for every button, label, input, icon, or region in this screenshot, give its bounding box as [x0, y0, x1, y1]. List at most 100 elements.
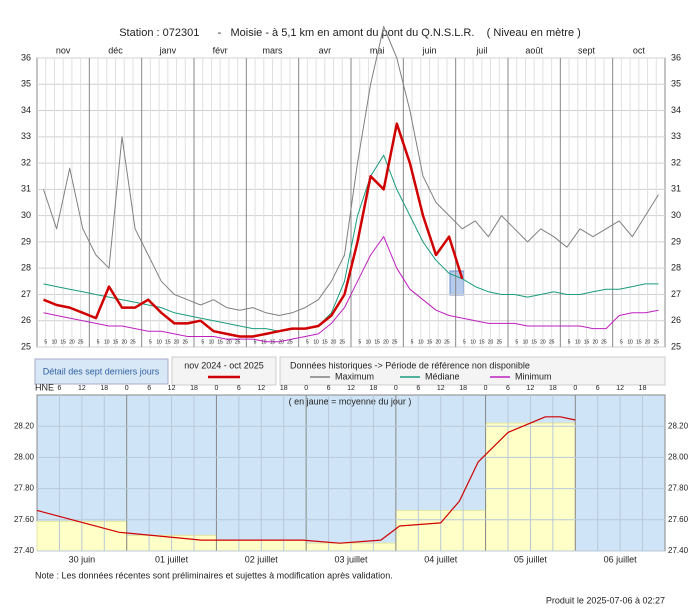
day-tick-label: 15: [374, 339, 380, 345]
x-tick-label: 6: [237, 385, 241, 392]
day-tick-label: 25: [601, 339, 607, 345]
y-tick-label-right: 27.60: [668, 515, 689, 524]
day-tick-label: 10: [470, 339, 476, 345]
x-tick-label: 18: [280, 385, 288, 392]
y-tick-label: 29: [21, 236, 31, 246]
month-label: août: [525, 45, 543, 55]
x-tick-label: 0: [573, 385, 577, 392]
day-tick-label: 5: [201, 339, 204, 345]
day-label: 01 juillet: [155, 554, 189, 564]
x-tick-label: 12: [347, 385, 355, 392]
y-tick-label-right: 26: [671, 315, 681, 325]
day-tick-label: 10: [313, 339, 319, 345]
day-tick-label: 20: [540, 339, 546, 345]
day-tick-label: 15: [427, 339, 433, 345]
timezone-label: HNE: [35, 382, 54, 392]
y-tick-label-right: 27: [671, 289, 681, 299]
y-tick-label: 30: [21, 210, 31, 220]
x-tick-label: 18: [100, 385, 108, 392]
day-tick-label: 5: [463, 339, 466, 345]
month-label: janv: [159, 45, 177, 55]
y-tick-label: 28: [21, 263, 31, 273]
y-tick-label: 27.40: [14, 546, 35, 555]
x-tick-label: 0: [214, 385, 218, 392]
y-tick-label-right: 35: [671, 79, 681, 89]
legend-current-box: [171, 356, 277, 386]
day-label: 03 juillet: [334, 554, 368, 564]
day-tick-label: 5: [358, 339, 361, 345]
day-tick-label: 25: [549, 339, 555, 345]
x-tick-label: 0: [304, 385, 308, 392]
day-tick-label: 10: [366, 339, 372, 345]
day-tick-label: 5: [44, 339, 47, 345]
month-label: nov: [56, 45, 71, 55]
legend-label: Médiane: [425, 371, 460, 381]
x-tick-label: 12: [527, 385, 535, 392]
x-tick-label: 0: [394, 385, 398, 392]
y-tick-label: 34: [21, 105, 31, 115]
day-tick-label: 5: [620, 339, 623, 345]
y-tick-label: 25: [21, 341, 31, 351]
y-tick-label-right: 33: [671, 131, 681, 141]
day-tick-label: 10: [104, 339, 110, 345]
x-tick-label: 0: [484, 385, 488, 392]
day-tick-label: 15: [60, 339, 66, 345]
series-line: [43, 236, 659, 343]
day-tick-label: 20: [592, 339, 598, 345]
note: Note : Les données récentes sont prélimi…: [35, 570, 393, 580]
x-tick-label: 18: [639, 385, 647, 392]
month-label: mars: [263, 45, 283, 55]
y-tick-label-right: 25: [671, 341, 681, 351]
y-tick-label-right: 30: [671, 210, 681, 220]
day-tick-label: 10: [575, 339, 581, 345]
day-tick-label: 10: [418, 339, 424, 345]
produced: Produit le 2025-07-06 à 02:27: [546, 595, 665, 605]
detail-button-label[interactable]: Détail des sept derniers jours: [43, 366, 160, 376]
day-tick-label: 20: [383, 339, 389, 345]
day-tick-label: 25: [287, 339, 293, 345]
y-tick-label-right: 28.20: [668, 421, 689, 430]
series-line: [43, 26, 659, 316]
day-label: 06 juillet: [604, 554, 638, 564]
x-tick-label: 18: [370, 385, 378, 392]
detail-button[interactable]: [34, 358, 169, 385]
day-tick-label: 20: [331, 339, 337, 345]
day-tick-label: 20: [278, 339, 284, 345]
y-tick-label-right: 36: [671, 52, 681, 62]
y-tick-label-right: 32: [671, 157, 681, 167]
y-tick-label-right: 31: [671, 184, 681, 194]
x-tick-label: 12: [257, 385, 265, 392]
day-tick-label: 25: [653, 339, 659, 345]
day-tick-label: 15: [113, 339, 119, 345]
day-tick-label: 15: [584, 339, 590, 345]
day-tick-label: 15: [531, 339, 537, 345]
y-tick-label: 26: [21, 315, 31, 325]
series-line: [36, 416, 576, 544]
x-tick-label: 18: [190, 385, 198, 392]
month-label: sept: [578, 45, 596, 55]
day-tick-label: 10: [523, 339, 529, 345]
month-label: juil: [475, 45, 487, 55]
legend-history-title: Données historiques -> Période de référe…: [290, 360, 530, 370]
month-label: mai: [370, 45, 385, 55]
day-tick-label: 25: [182, 339, 188, 345]
y-tick-label: 35: [21, 79, 31, 89]
y-tick-label-right: 27.80: [668, 484, 689, 493]
y-tick-label: 33: [21, 131, 31, 141]
y-tick-label-right: 28.00: [668, 453, 689, 462]
y-tick-label-right: 34: [671, 105, 681, 115]
day-tick-label: 25: [496, 339, 502, 345]
month-label: avr: [319, 45, 332, 55]
y-tick-label: 32: [21, 157, 31, 167]
day-tick-label: 20: [69, 339, 75, 345]
x-tick-label: 6: [57, 385, 61, 392]
x-tick-label: 0: [125, 385, 129, 392]
y-tick-label: 27: [21, 289, 31, 299]
day-tick-label: 20: [488, 339, 494, 345]
day-label: 05 juillet: [514, 554, 548, 564]
day-tick-label: 25: [339, 339, 345, 345]
x-tick-label: 12: [616, 385, 624, 392]
day-tick-label: 10: [209, 339, 215, 345]
day-tick-label: 5: [306, 339, 309, 345]
